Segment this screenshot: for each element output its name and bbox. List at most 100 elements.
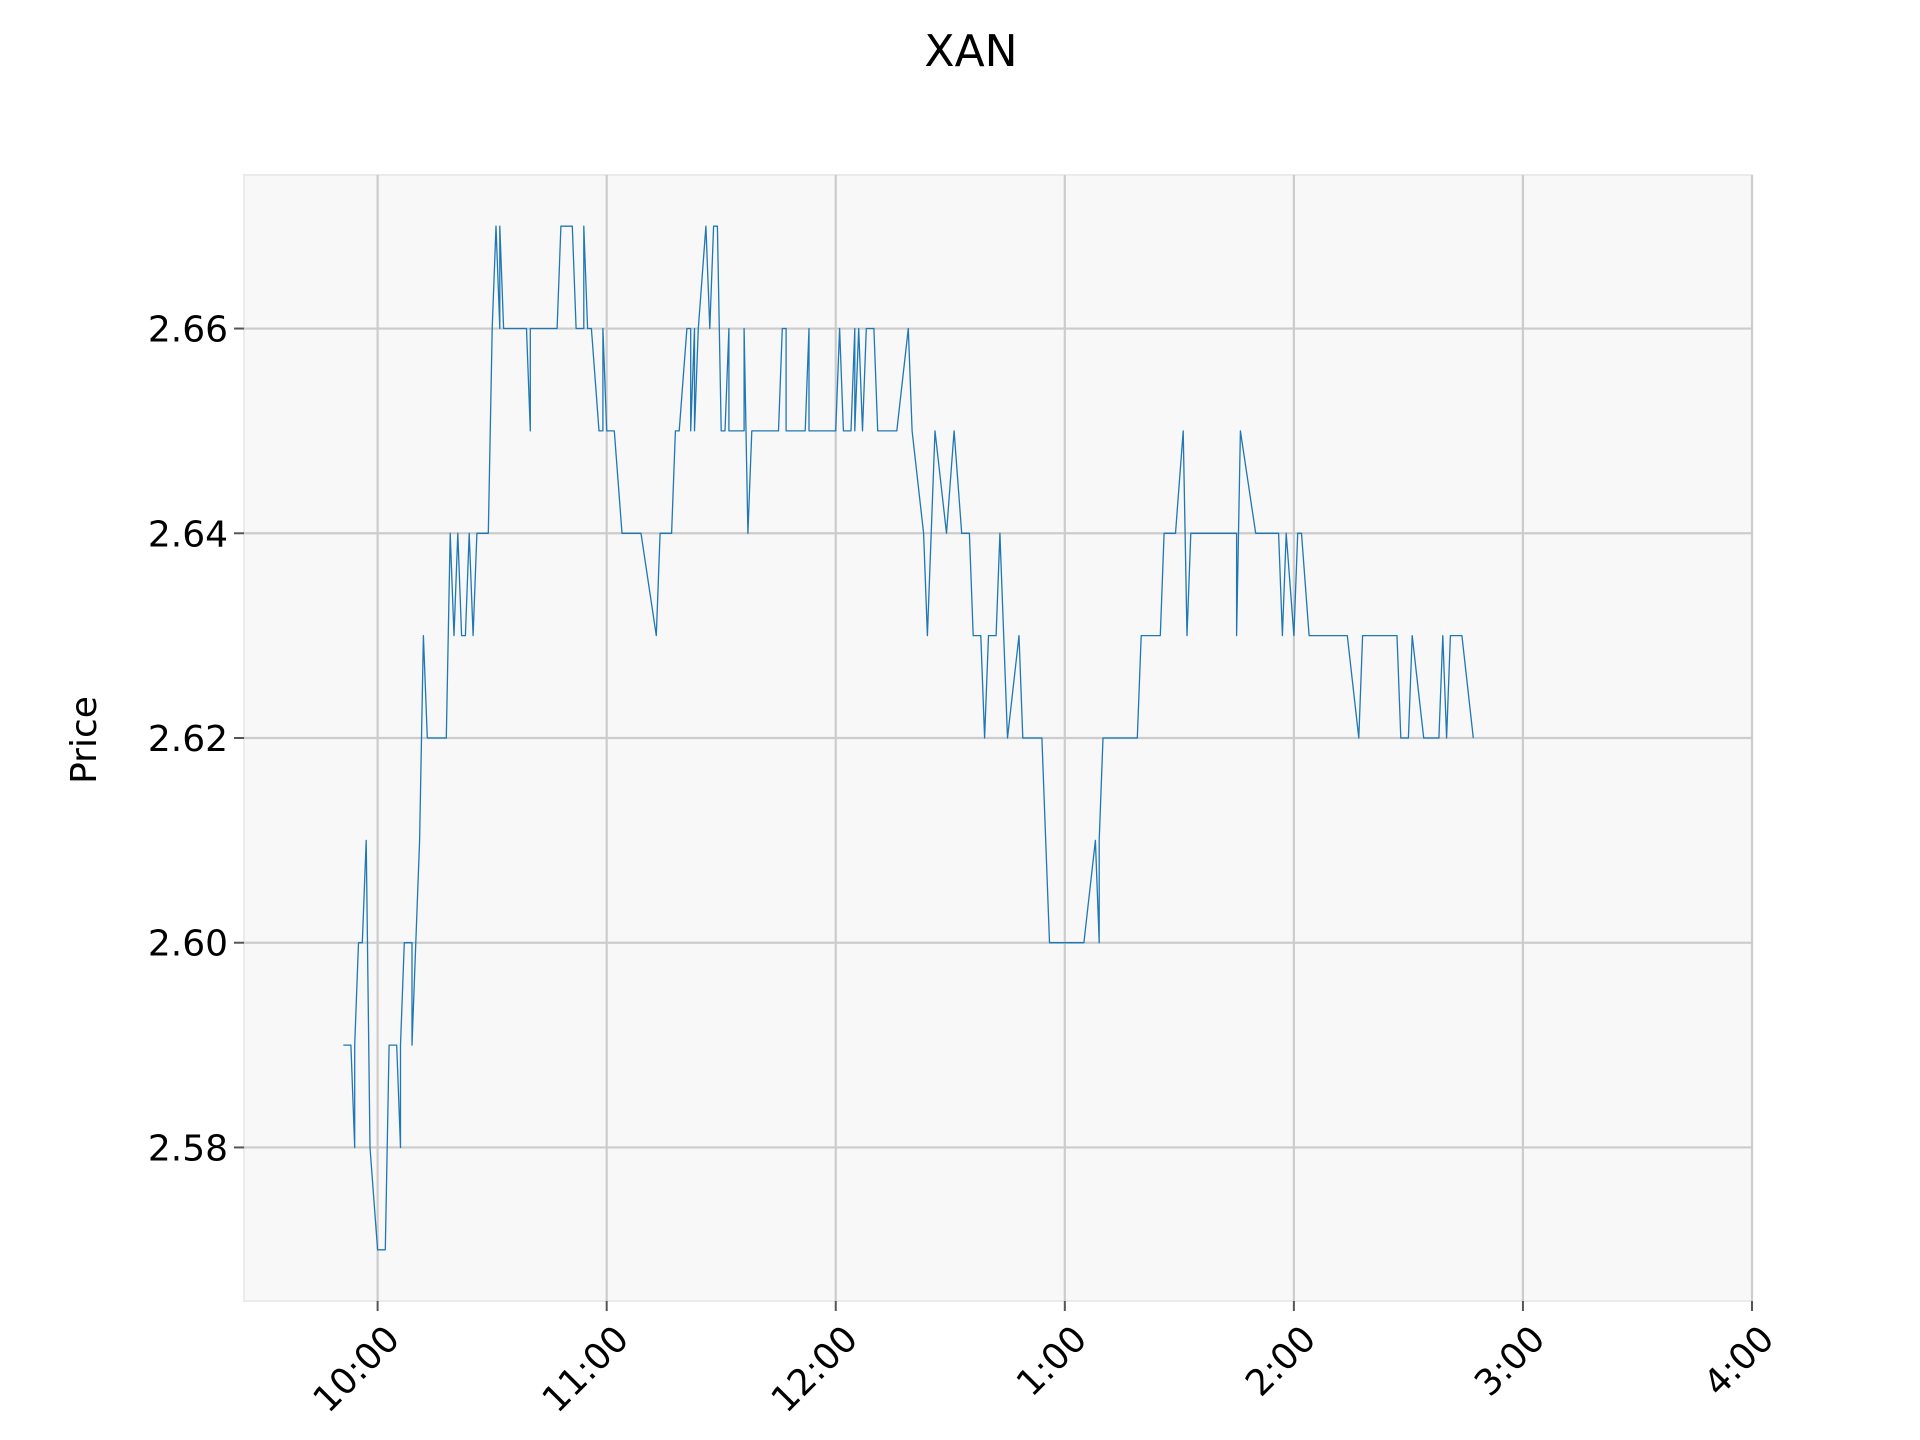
data-point bbox=[472, 635, 474, 637]
data-point bbox=[747, 533, 749, 535]
data-point bbox=[415, 942, 417, 944]
data-point bbox=[1163, 533, 1165, 535]
data-point bbox=[1297, 533, 1299, 535]
data-point bbox=[1190, 533, 1192, 535]
data-point bbox=[984, 737, 986, 739]
y-tick-label: 2.62 bbox=[148, 719, 228, 760]
data-point bbox=[678, 430, 680, 432]
data-point bbox=[476, 533, 478, 535]
data-point bbox=[690, 430, 692, 432]
y-tick-label: 2.60 bbox=[148, 924, 228, 965]
data-point bbox=[1293, 635, 1295, 637]
y-axis: 2.58 2.60 2.62 2.64 2.66 bbox=[148, 310, 244, 1169]
data-point bbox=[980, 635, 982, 637]
data-point bbox=[465, 635, 467, 637]
data-point bbox=[358, 942, 360, 944]
data-point bbox=[694, 430, 696, 432]
data-point bbox=[995, 635, 997, 637]
data-point bbox=[587, 328, 589, 330]
data-point bbox=[1473, 737, 1475, 739]
series-layer bbox=[343, 225, 1475, 1251]
data-point bbox=[1175, 533, 1177, 535]
data-point bbox=[877, 430, 879, 432]
data-point bbox=[404, 942, 406, 944]
data-point bbox=[1022, 737, 1024, 739]
data-point bbox=[709, 328, 711, 330]
data-point bbox=[427, 737, 429, 739]
x-tick-label: 1:00 bbox=[1009, 1318, 1095, 1404]
data-point bbox=[1095, 840, 1097, 842]
data-point bbox=[400, 1044, 402, 1046]
data-point bbox=[1041, 737, 1043, 739]
data-point bbox=[530, 430, 532, 432]
data-point bbox=[1450, 635, 1452, 637]
data-point bbox=[972, 635, 974, 637]
y-tick-label: 2.58 bbox=[148, 1128, 228, 1169]
data-point bbox=[728, 328, 730, 330]
data-point bbox=[690, 328, 692, 330]
data-point bbox=[659, 533, 661, 535]
data-point bbox=[1102, 737, 1104, 739]
data-point bbox=[1362, 635, 1364, 637]
data-point bbox=[606, 430, 608, 432]
data-point bbox=[961, 533, 963, 535]
data-point bbox=[621, 533, 623, 535]
data-point bbox=[1049, 942, 1051, 944]
data-point bbox=[396, 1044, 398, 1046]
data-point bbox=[461, 635, 463, 637]
data-point bbox=[1285, 533, 1287, 535]
data-point bbox=[499, 225, 501, 227]
data-point bbox=[385, 1249, 387, 1251]
data-point bbox=[743, 328, 745, 330]
data-point bbox=[705, 225, 707, 227]
data-point bbox=[343, 1044, 345, 1046]
data-point bbox=[934, 430, 936, 432]
data-point bbox=[1018, 635, 1020, 637]
y-axis-label: Price bbox=[64, 696, 105, 784]
data-point bbox=[365, 840, 367, 842]
data-point bbox=[862, 430, 864, 432]
data-point bbox=[1442, 635, 1444, 637]
data-point bbox=[782, 328, 784, 330]
data-point bbox=[591, 328, 593, 330]
data-point bbox=[411, 1044, 413, 1046]
data-point bbox=[720, 430, 722, 432]
data-point bbox=[713, 225, 715, 227]
data-point bbox=[751, 430, 753, 432]
data-point bbox=[1301, 533, 1303, 535]
data-point bbox=[453, 635, 455, 637]
data-point bbox=[411, 942, 413, 944]
data-point bbox=[602, 328, 604, 330]
data-point bbox=[446, 737, 448, 739]
data-point bbox=[1083, 942, 1085, 944]
data-point bbox=[1236, 635, 1238, 637]
data-point bbox=[350, 1044, 352, 1046]
data-point bbox=[1400, 737, 1402, 739]
data-point bbox=[908, 328, 910, 330]
data-point bbox=[808, 430, 810, 432]
price-series-line bbox=[343, 225, 1474, 1251]
data-point bbox=[717, 225, 719, 227]
x-tick-label: 12:00 bbox=[764, 1318, 866, 1420]
data-point bbox=[969, 533, 971, 535]
x-tick-label: 10:00 bbox=[306, 1318, 408, 1420]
data-point bbox=[503, 328, 505, 330]
data-point bbox=[1098, 942, 1100, 944]
data-point bbox=[1408, 737, 1410, 739]
data-point bbox=[724, 430, 726, 432]
gridlines bbox=[244, 175, 1754, 1301]
data-point bbox=[423, 635, 425, 637]
data-point bbox=[598, 430, 600, 432]
data-point bbox=[1160, 635, 1162, 637]
x-tick-label: 4:00 bbox=[1696, 1318, 1782, 1404]
data-point bbox=[457, 533, 459, 535]
data-point bbox=[400, 1147, 402, 1149]
data-point bbox=[839, 328, 841, 330]
data-point bbox=[804, 430, 806, 432]
data-point bbox=[491, 328, 493, 330]
data-point bbox=[354, 1147, 356, 1149]
data-point bbox=[843, 430, 845, 432]
data-point bbox=[1240, 430, 1242, 432]
data-point bbox=[835, 430, 837, 432]
data-point bbox=[1308, 635, 1310, 637]
